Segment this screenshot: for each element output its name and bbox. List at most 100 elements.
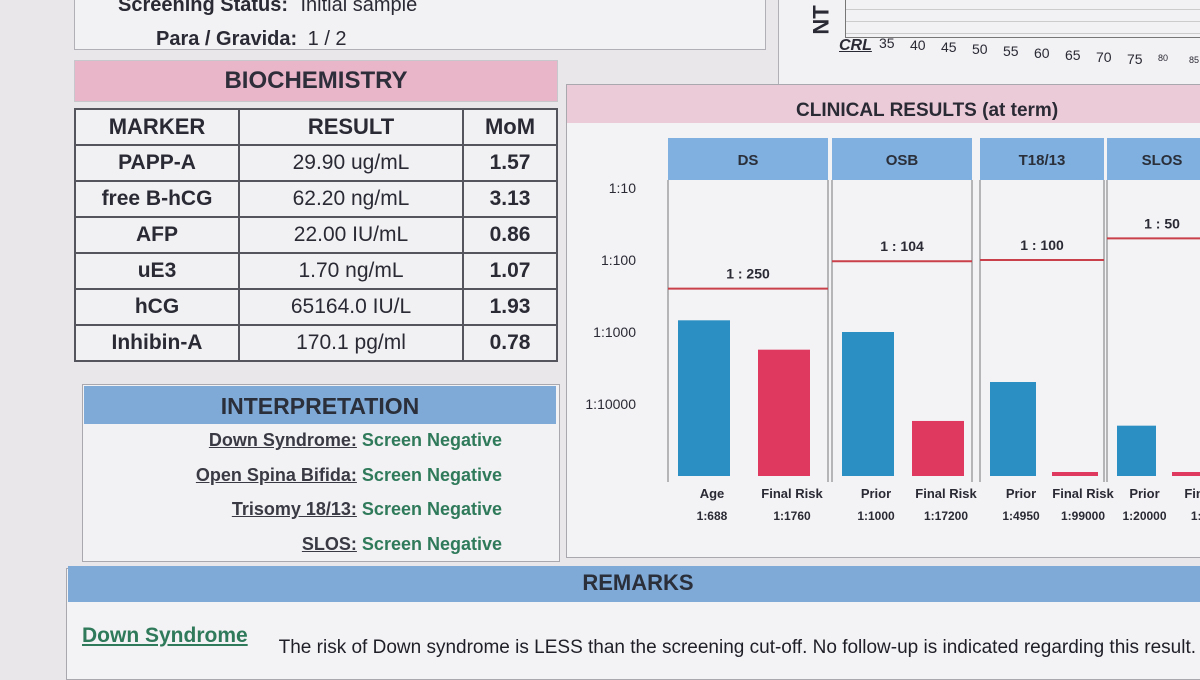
interpretation-title: INTERPRETATION [84, 386, 556, 424]
result-cell: 1.70 ng/mL [238, 252, 464, 290]
nt-tick-label: 80 [1158, 53, 1169, 63]
mom-cell: 1.93 [462, 288, 558, 326]
nt-chart-box: NT CRL 35 40 45 50 55 60 65 70 75 80 85 [778, 0, 1200, 86]
para-gravida-value: 1 / 2 [307, 28, 347, 50]
column-header-marker: MARKER [74, 108, 240, 146]
mom-cell: 3.13 [462, 180, 558, 218]
biochemistry-table: MARKER RESULT MoM PAPP-A 29.90 ug/mL 1.5… [74, 108, 558, 362]
interp-value: Screen Negative [361, 499, 502, 519]
table-row: Inhibin-A 170.1 pg/ml 0.78 [74, 324, 558, 362]
nt-tick-label: 35 [879, 35, 895, 51]
column-header-mom: MoM [462, 108, 558, 146]
result-cell: 22.00 IU/mL [238, 216, 464, 254]
result-cell: 170.1 pg/ml [238, 324, 464, 362]
nt-tick-label: 50 [972, 41, 988, 57]
nt-tick-label: 70 [1096, 49, 1112, 65]
cutoff-label: 1 : 250 [726, 266, 770, 282]
marker-cell: AFP [74, 216, 240, 254]
table-row: PAPP-A 29.90 ug/mL 1.57 [74, 144, 558, 182]
bar-label: Final Risk [1052, 486, 1114, 501]
nt-tick-label: 40 [910, 37, 926, 53]
bar-label: Final Risk [761, 486, 823, 501]
result-cell: 65164.0 IU/L [238, 288, 464, 326]
bar-value-label: 1:2 [1191, 509, 1200, 523]
cutoff-label: 1 : 50 [1144, 215, 1180, 231]
bar-label: Prior [1129, 486, 1159, 501]
interp-row-slos: SLOS: Screen Negative [302, 534, 502, 555]
bar-value-label: 1:688 [697, 509, 728, 523]
table-row: AFP 22.00 IU/mL 0.86 [74, 216, 558, 254]
nt-tick-label: 60 [1034, 45, 1050, 61]
para-gravida-label: Para / Gravida: [156, 28, 298, 50]
interp-value: Screen Negative [361, 534, 502, 554]
group-name: T18/13 [1019, 152, 1066, 169]
nt-plot-area [845, 0, 1200, 38]
bar-value-label: 1:17200 [924, 509, 968, 523]
group-name: OSB [886, 152, 919, 169]
risk-bar [842, 332, 894, 476]
risk-bar [678, 320, 730, 476]
remarks-text: The risk of Down syndrome is LESS than t… [278, 637, 1196, 658]
patient-info-box [74, 0, 766, 50]
nt-tick-label: 55 [1003, 43, 1019, 59]
nt-tick-label: 85 [1189, 55, 1200, 65]
interp-row-trisomy: Trisomy 18/13: Screen Negative [232, 499, 502, 520]
remarks-heading: Down Syndrome [82, 624, 248, 647]
group-name: SLOS [1142, 152, 1183, 169]
cutoff-label: 1 : 104 [880, 238, 924, 254]
bar-label: Final [1184, 486, 1200, 501]
interp-row-down-syndrome: Down Syndrome: Screen Negative [209, 430, 502, 451]
marker-cell: uE3 [74, 252, 240, 290]
group-header-osb [832, 138, 972, 180]
risk-bar [990, 382, 1036, 476]
marker-cell: hCG [74, 288, 240, 326]
mom-cell: 1.07 [462, 252, 558, 290]
mom-cell: 1.57 [462, 144, 558, 182]
risk-bar [758, 349, 810, 476]
screening-status-line: Screening Status: Initial sample [118, 0, 417, 17]
mom-cell: 0.86 [462, 216, 558, 254]
remarks-title: REMARKS [68, 566, 1200, 602]
risk-bar [1052, 472, 1098, 476]
table-row: hCG 65164.0 IU/L 1.93 [74, 288, 558, 326]
interp-label: SLOS: [301, 534, 357, 554]
result-cell: 62.20 ng/mL [238, 180, 464, 218]
table-header-row: MARKER RESULT MoM [74, 108, 558, 146]
nt-tick-row: 35 40 45 50 55 60 65 70 75 80 85 [879, 35, 1200, 67]
group-name: DS [738, 152, 759, 169]
group-header-ds [668, 138, 828, 180]
nt-tick-label: 45 [941, 39, 957, 55]
nt-axis-label: NT [808, 5, 834, 35]
risk-bar [912, 420, 964, 476]
marker-cell: free B-hCG [74, 180, 240, 218]
group-header-t1813 [980, 138, 1104, 180]
y-tick-label: 1:10 [609, 180, 636, 196]
risk-bar [1117, 425, 1156, 476]
bar-value-label: 1:99000 [1061, 509, 1105, 523]
bar-value-label: 1:20000 [1122, 509, 1166, 523]
para-gravida-line: Para / Gravida: 1 / 2 [156, 28, 347, 51]
risk-bar [1172, 472, 1200, 476]
y-tick-label: 1:10000 [585, 396, 636, 412]
column-header-result: RESULT [238, 108, 464, 146]
table-row: uE3 1.70 ng/mL 1.07 [74, 252, 558, 290]
bar-value-label: 1:1760 [773, 509, 811, 523]
biochemistry-title: BIOCHEMISTRY [74, 60, 558, 102]
y-tick-label: 1:1000 [593, 324, 636, 340]
bar-value-label: 1:4950 [1002, 509, 1040, 523]
interp-label: Down Syndrome: [208, 430, 357, 450]
result-cell: 29.90 ug/mL [238, 144, 464, 182]
nt-tick-label: 75 [1127, 51, 1143, 67]
interp-value: Screen Negative [361, 430, 502, 450]
marker-cell: PAPP-A [74, 144, 240, 182]
clinical-results-header-band [567, 85, 1200, 123]
bar-label: Final Risk [915, 486, 977, 501]
risk-chart: 1:10 1:100 1:1000 1:10000 DS 1 : 250 Age 1:688 F… [585, 138, 1200, 523]
bar-label: Prior [1006, 486, 1036, 501]
interp-label: Trisomy 18/13: [231, 499, 357, 519]
screening-status-label: Screening Status: [118, 0, 289, 16]
chart-title: CLINICAL RESULTS (at term) [796, 100, 1059, 121]
bar-value-label: 1:1000 [857, 509, 895, 523]
y-tick-label: 1:100 [601, 252, 636, 268]
group-header-slos [1107, 138, 1200, 180]
